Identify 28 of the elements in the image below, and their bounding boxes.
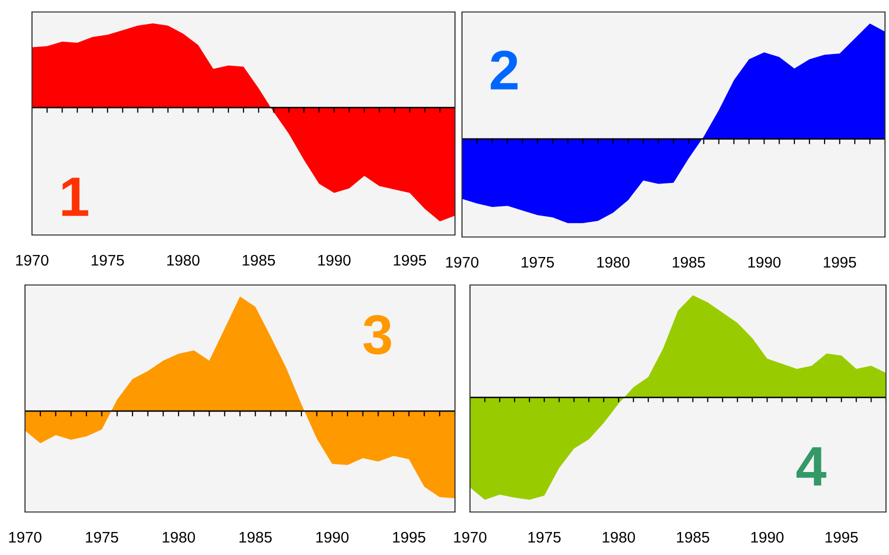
x-tick-label: 1975 (522, 256, 554, 268)
x-tick-label: 1990 (751, 532, 784, 543)
x-tick-label: 1995 (394, 254, 426, 266)
x-tick-label: 1970 (16, 254, 48, 266)
x-tick-label: 1975 (86, 532, 118, 543)
x-tick-label: 1990 (318, 254, 351, 266)
x-tick-label: 1985 (677, 532, 710, 543)
x-tick-label: 1975 (528, 532, 561, 543)
annotation: 2 (490, 50, 518, 90)
x-tick-label: 1970 (446, 256, 478, 268)
x-tick-label: 1980 (602, 532, 635, 543)
annotation: 4 (796, 447, 826, 486)
x-tick-label: 1970 (9, 532, 42, 543)
x-tick-label: 1985 (240, 532, 272, 543)
annotation: 1 (62, 178, 88, 216)
x-tick-label: 1995 (824, 256, 856, 268)
x-tick-label: 1985 (242, 254, 275, 266)
x-tick-label: 1995 (826, 532, 858, 543)
x-tick-label: 1990 (748, 256, 781, 268)
annotation: 3 (363, 315, 392, 354)
x-tick-label: 1995 (393, 532, 426, 543)
x-tick-label: 1990 (316, 532, 349, 543)
x-tick-label: 1980 (167, 254, 200, 266)
x-tick-label: 1975 (92, 254, 124, 266)
x-tick-label: 1980 (597, 256, 630, 268)
x-tick-label: 1980 (162, 532, 195, 543)
x-tick-label: 1970 (454, 532, 486, 543)
x-tick-label: 1985 (672, 256, 705, 268)
